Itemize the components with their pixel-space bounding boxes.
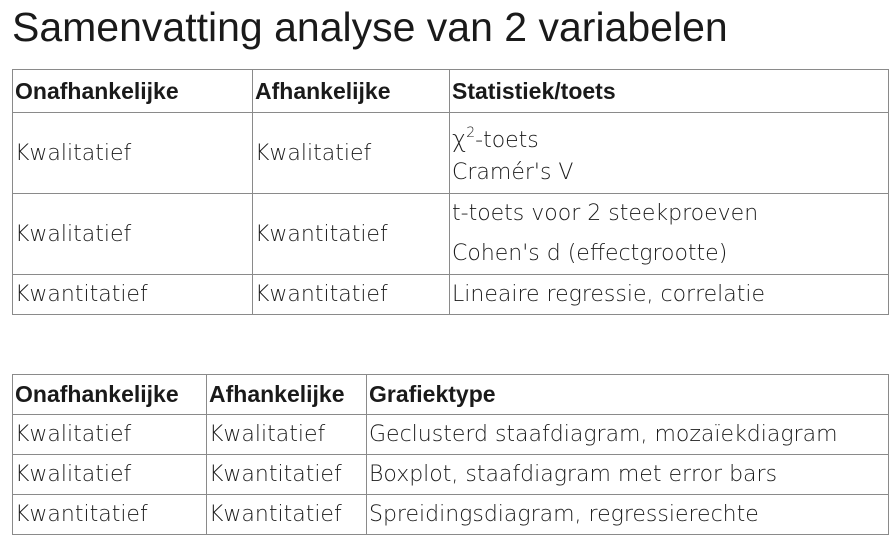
chi-symbol: χ [452, 125, 467, 153]
table-row: Kwantitatief Kwantitatief Spreidingsdiag… [12, 494, 889, 535]
table-row: Kwalitatief Kwantitatief Boxplot, staafd… [12, 454, 889, 495]
cell-onafhankelijke: Kwantitatief [12, 274, 253, 315]
cell-onafhankelijke: Kwalitatief [12, 414, 207, 455]
cell-onafhankelijke: Kwalitatief [12, 193, 253, 275]
table-row: Kwalitatief Kwantitatief t-toets voor 2 … [12, 193, 889, 275]
cell-afhankelijke: Kwalitatief [252, 112, 450, 194]
chi-square-test: χ2-toets [452, 114, 884, 153]
table-row: Kwalitatief Kwalitatief Geclusterd staaf… [12, 414, 889, 455]
cell-afhankelijke: Kwantitatief [252, 274, 450, 315]
chart-type-table: Onafhankelijke Afhankelijke Grafiektype … [12, 374, 889, 535]
cell-statistiek: χ2-toets Cramér's V [449, 112, 889, 194]
statistiek-line-2: Cramér's V [452, 160, 574, 185]
header-statistiek: Statistiek/toets [449, 69, 889, 113]
table-header-row: Onafhankelijke Afhankelijke Grafiektype [12, 374, 889, 415]
header-grafiektype: Grafiektype [366, 374, 889, 415]
header-afhankelijke: Afhankelijke [206, 374, 367, 415]
table-row: Kwalitatief Kwalitatief χ2-toets Cramér'… [12, 112, 889, 194]
cell-afhankelijke: Kwantitatief [206, 494, 367, 535]
chi-suffix: -toets [475, 128, 539, 153]
table-header-row: Onafhankelijke Afhankelijke Statistiek/t… [12, 69, 889, 113]
header-afhankelijke: Afhankelijke [252, 69, 450, 113]
page-title: Samenvatting analyse van 2 variabelen [12, 4, 728, 50]
cell-grafiektype: Boxplot, staafdiagram met error bars [366, 454, 889, 495]
cell-afhankelijke: Kwantitatief [206, 454, 367, 495]
cell-statistiek: t-toets voor 2 steekproeven Cohen's d (e… [449, 193, 889, 275]
cell-afhankelijke: Kwantitatief [252, 193, 450, 275]
cell-grafiektype: Geclusterd staafdiagram, mozaïekdiagram [366, 414, 889, 455]
statistiek-line-2: Cohen's d (effectgrootte) [452, 241, 728, 266]
table-row: Kwantitatief Kwantitatief Lineaire regre… [12, 274, 889, 315]
statistiek-line-1: t-toets voor 2 steekproeven [452, 201, 759, 226]
chi-superscript: 2 [466, 125, 476, 141]
cell-onafhankelijke: Kwalitatief [12, 112, 253, 194]
cell-onafhankelijke: Kwalitatief [12, 454, 207, 495]
statistics-table: Onafhankelijke Afhankelijke Statistiek/t… [12, 69, 889, 315]
header-onafhankelijke: Onafhankelijke [12, 69, 253, 113]
cell-statistiek: Lineaire regressie, correlatie [449, 274, 889, 315]
cell-onafhankelijke: Kwantitatief [12, 494, 207, 535]
cell-afhankelijke: Kwalitatief [206, 414, 367, 455]
cell-grafiektype: Spreidingsdiagram, regressierechte [366, 494, 889, 535]
header-onafhankelijke: Onafhankelijke [12, 374, 207, 415]
